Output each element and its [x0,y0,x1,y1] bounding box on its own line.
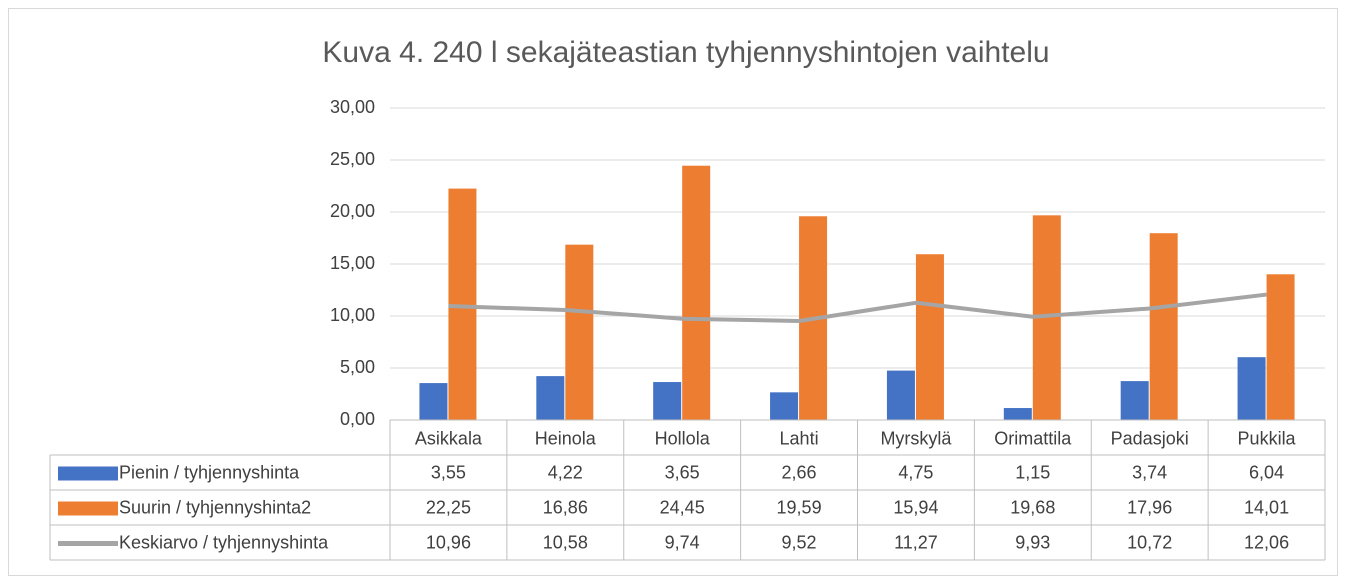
table-value: 1,15 [1015,462,1050,482]
legend-label: Keskiarvo / tyhjennyshinta [119,532,329,552]
bar [1149,233,1178,420]
x-tick-label: Orimattila [994,428,1072,448]
bar [1237,357,1266,420]
table-value: 2,66 [782,462,817,482]
table-value: 17,96 [1127,497,1172,517]
table-value: 3,55 [431,462,466,482]
table-value: 4,75 [898,462,933,482]
y-tick-label: 25,00 [330,149,375,169]
table-value: 9,74 [665,532,700,552]
table-value: 10,58 [543,532,588,552]
x-tick-label: Padasjoki [1111,428,1189,448]
bar [1120,381,1149,420]
table-value: 9,93 [1015,532,1050,552]
table-value: 10,96 [426,532,471,552]
table-value: 4,22 [548,462,583,482]
bar [653,382,682,420]
table-value: 12,06 [1244,532,1289,552]
legend-key [58,501,118,516]
table-value: 11,27 [894,532,938,552]
y-tick-label: 20,00 [330,201,375,221]
table-value: 10,72 [1127,532,1172,552]
table-value: 24,45 [660,497,705,517]
x-tick-label: Hollola [655,428,711,448]
table-value: 16,86 [543,497,588,517]
x-tick-label: Asikkala [415,428,483,448]
y-tick-label: 0,00 [340,409,375,429]
table-value: 14,01 [1244,497,1289,517]
x-tick-label: Myrskylä [880,428,952,448]
table-value: 19,59 [777,497,822,517]
legend-label: Pienin / tyhjennyshinta [119,462,300,482]
bar [1003,408,1032,420]
chart-title: Kuva 4. 240 l sekajäteastian tyhjennyshi… [322,36,1049,69]
bar [1266,274,1295,420]
x-tick-label: Lahti [780,428,819,448]
bar [419,383,448,420]
bar [536,376,565,420]
bar [682,165,711,420]
bar [770,392,799,420]
table-value: 3,74 [1132,462,1167,482]
y-tick-label: 10,00 [330,305,375,325]
legend-key [58,466,118,481]
legend-label: Suurin / tyhjennyshinta2 [119,497,311,517]
y-tick-label: 15,00 [330,253,375,273]
y-tick-label: 5,00 [340,357,375,377]
table-value: 22,25 [426,497,471,517]
table-value: 6,04 [1249,462,1284,482]
table-value: 3,65 [665,462,700,482]
x-tick-label: Pukkila [1238,428,1297,448]
bar [886,370,915,420]
table-value: 9,52 [782,532,817,552]
line [448,292,1267,323]
table-value: 19,68 [1010,497,1055,517]
x-tick-label: Heinola [535,428,597,448]
bar [565,244,594,420]
chart-frame [8,8,1338,576]
table-value: 15,94 [893,497,938,517]
y-tick-label: 30,00 [330,97,375,117]
bar [915,254,944,420]
